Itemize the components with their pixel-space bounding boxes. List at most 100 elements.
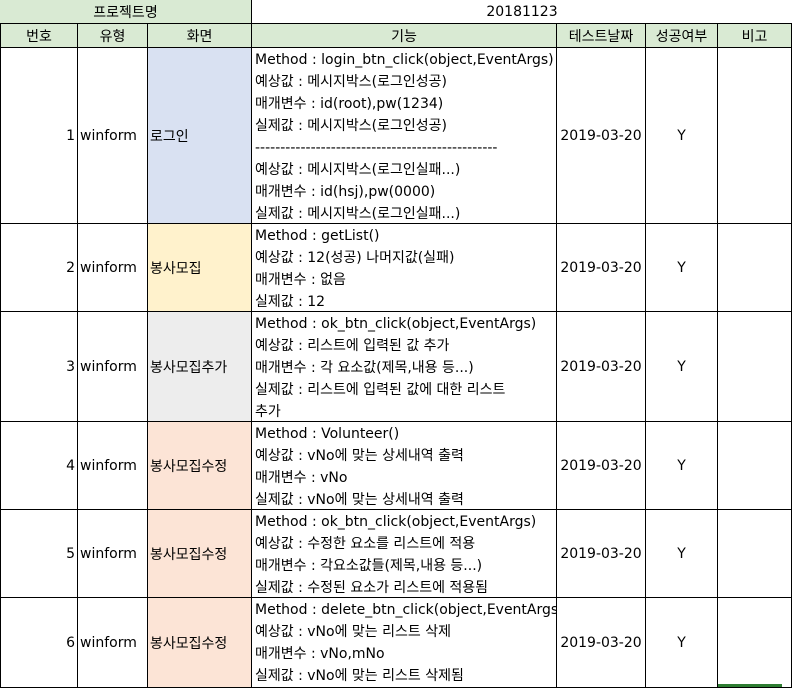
- row-6-note-cell[interactable]: [718, 598, 792, 688]
- row-1-type-cell[interactable]: winform: [78, 48, 148, 224]
- row-1-lines-cell[interactable]: Method : login_btn_click(object,EventArg…: [252, 48, 557, 224]
- header-function-text: 기능: [391, 28, 417, 45]
- function-line: 매개변수 : id(root),pw(1234): [255, 96, 444, 112]
- row-5-type-cell[interactable]: winform: [78, 510, 148, 598]
- row-1-success-text: Y: [677, 127, 686, 144]
- function-line: Method : Volunteer(): [255, 426, 400, 442]
- row-5-lines-cell[interactable]: Method : ok_btn_click(object,EventArgs) 예…: [252, 510, 557, 598]
- row-6-no-text: 6: [66, 634, 75, 651]
- header-screen[interactable]: 화면: [148, 24, 252, 48]
- row-1-type-text: winform: [80, 127, 137, 144]
- row-3-note-cell[interactable]: [718, 312, 792, 422]
- function-line: 예상값 : 수정한 요소를 리스트에 적용: [255, 536, 476, 552]
- row-3-success-cell[interactable]: Y: [646, 312, 718, 422]
- row-6-date-cell[interactable]: 2019-03-20: [557, 598, 646, 688]
- row-2-success-text: Y: [677, 259, 686, 276]
- header-screen-text: 화면: [186, 28, 213, 45]
- row-4-date-cell[interactable]: 2019-03-20: [557, 422, 646, 510]
- row-6-lines-cell[interactable]: Method : delete_btn_click(object,EventAr…: [252, 598, 557, 688]
- header-test-date[interactable]: 테스트날짜: [557, 24, 646, 48]
- row-6-screen-cell[interactable]: 봉사모집수정: [148, 598, 252, 688]
- row-2-screen-text: 봉사모집: [150, 260, 202, 277]
- row-2-screen-cell[interactable]: 봉사모집: [148, 224, 252, 312]
- row-2-note-cell[interactable]: [718, 224, 792, 312]
- row-3-date-text: 2019-03-20: [560, 358, 642, 375]
- row-4-success-cell[interactable]: Y: [646, 422, 718, 510]
- header-success[interactable]: 성공여부: [646, 24, 718, 48]
- row-5-success-cell[interactable]: Y: [646, 510, 718, 598]
- function-line: 실제값 : vNo에 맞는 상세내역 출력: [255, 492, 464, 508]
- row-4-no-cell[interactable]: 4: [0, 422, 78, 510]
- function-line: 매개변수 : vNo,mNo: [255, 646, 385, 662]
- row-2-no-cell[interactable]: 2: [0, 224, 78, 312]
- row-5-success-text: Y: [677, 545, 686, 562]
- row-5-no-text: 5: [66, 545, 75, 562]
- row-6-type-cell[interactable]: winform: [78, 598, 148, 688]
- row-5-note-cell[interactable]: [718, 510, 792, 598]
- function-line: 실제값 : 12: [255, 294, 326, 310]
- project-name-value-cell[interactable]: 20181123: [252, 0, 792, 24]
- function-line: Method : ok_btn_click(object,EventArgs): [255, 514, 537, 530]
- row-3-screen-cell[interactable]: 봉사모집추가: [148, 312, 252, 422]
- function-line: 예상값 : 메시지박스(로그인실패...): [255, 162, 461, 178]
- row-2-success-cell[interactable]: Y: [646, 224, 718, 312]
- row-6-screen-text: 봉사모집수정: [150, 635, 228, 652]
- row-6-no-cell[interactable]: 6: [0, 598, 78, 688]
- row-3-success-text: Y: [677, 358, 686, 375]
- function-line: Method : ok_btn_click(object,EventArgs): [255, 316, 537, 332]
- function-line: 실제값 : 리스트에 입력된 값에 대한 리스트: [255, 382, 506, 398]
- function-line: ----------------------------------------…: [255, 140, 498, 156]
- function-line: 예상값 : vNo에 맞는 상세내역 출력: [255, 448, 464, 464]
- row-4-lines-cell[interactable]: Method : Volunteer() 예상값 : vNo에 맞는 상세내역 출…: [252, 422, 557, 510]
- row-1-success-cell[interactable]: Y: [646, 48, 718, 224]
- function-line: 예상값 : 리스트에 입력된 값 추가: [255, 338, 450, 354]
- function-line: 실제값 : vNo에 맞는 리스트 삭제됨: [255, 668, 464, 684]
- function-line: 매개변수 : vNo: [255, 470, 348, 486]
- row-1-no-text: 1: [66, 127, 75, 144]
- row-4-date-text: 2019-03-20: [560, 457, 642, 474]
- row-2-no-text: 2: [66, 259, 75, 276]
- header-note-text: 비고: [741, 28, 768, 45]
- row-5-date-cell[interactable]: 2019-03-20: [557, 510, 646, 598]
- row-1-date-text: 2019-03-20: [560, 127, 642, 144]
- function-line: 실제값 : 메시지박스(로그인성공): [255, 118, 447, 134]
- row-2-type-cell[interactable]: winform: [78, 224, 148, 312]
- header-test-date-text: 테스트날짜: [568, 28, 634, 45]
- row-1-screen-text: 로그인: [150, 128, 189, 145]
- row-4-type-text: winform: [80, 457, 137, 474]
- row-6-success-cell[interactable]: Y: [646, 598, 718, 688]
- row-1-note-cell[interactable]: [718, 48, 792, 224]
- row-6-success-text: Y: [677, 634, 686, 651]
- function-line: 매개변수 : 각 요소값(제목,내용 등...): [255, 360, 474, 376]
- row-1-date-cell[interactable]: 2019-03-20: [557, 48, 646, 224]
- header-no[interactable]: 번호: [0, 24, 78, 48]
- row-2-lines-cell[interactable]: Method : getList() 예상값 : 12(성공) 나머지값(실패) 매…: [252, 224, 557, 312]
- function-line: 예상값 : vNo에 맞는 리스트 삭제: [255, 624, 451, 640]
- row-3-date-cell[interactable]: 2019-03-20: [557, 312, 646, 422]
- header-note[interactable]: 비고: [718, 24, 792, 48]
- row-2-type-text: winform: [80, 259, 137, 276]
- project-name-label-cell[interactable]: 프로젝트명: [0, 0, 252, 24]
- row-3-no-cell[interactable]: 3: [0, 312, 78, 422]
- row-1-screen-cell[interactable]: 로그인: [148, 48, 252, 224]
- row-5-no-cell[interactable]: 5: [0, 510, 78, 598]
- row-3-type-cell[interactable]: winform: [78, 312, 148, 422]
- header-type[interactable]: 유형: [78, 24, 148, 48]
- row-3-no-text: 3: [66, 358, 75, 375]
- header-function[interactable]: 기능: [252, 24, 557, 48]
- function-line: Method : delete_btn_click(object,EventAr…: [255, 602, 557, 618]
- header-no-text: 번호: [26, 28, 52, 45]
- project-name-label: 프로젝트명: [93, 4, 158, 21]
- row-1-no-cell[interactable]: 1: [0, 48, 78, 224]
- row-5-screen-cell[interactable]: 봉사모집수정: [148, 510, 252, 598]
- row-3-lines-cell[interactable]: Method : ok_btn_click(object,EventArgs) 예…: [252, 312, 557, 422]
- header-success-text: 성공여부: [655, 28, 708, 45]
- row-5-screen-text: 봉사모집수정: [150, 546, 228, 563]
- row-4-note-cell[interactable]: [718, 422, 792, 510]
- row-4-screen-cell[interactable]: 봉사모집수정: [148, 422, 252, 510]
- header-type-text: 유형: [99, 28, 126, 45]
- function-line: Method : getList(): [255, 228, 380, 244]
- row-4-type-cell[interactable]: winform: [78, 422, 148, 510]
- row-4-screen-text: 봉사모집수정: [150, 458, 228, 475]
- row-2-date-cell[interactable]: 2019-03-20: [557, 224, 646, 312]
